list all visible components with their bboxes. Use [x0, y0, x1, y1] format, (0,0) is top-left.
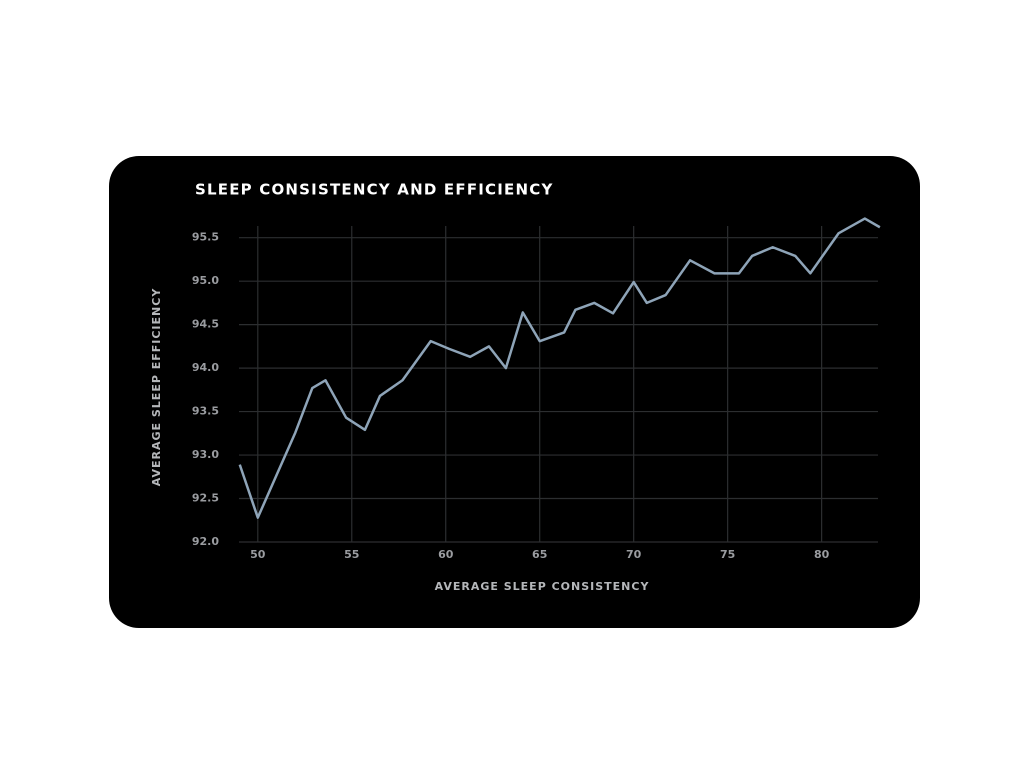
card — [109, 156, 920, 628]
y-tick-label: 93.5 — [192, 405, 219, 418]
y-tick-label: 95.0 — [192, 274, 219, 287]
chart-title: SLEEP CONSISTENCY AND EFFICIENCY — [195, 181, 554, 199]
x-tick-label: 60 — [438, 548, 454, 561]
y-tick-label: 93.0 — [192, 448, 219, 461]
y-tick-label: 95.5 — [192, 231, 219, 244]
data-line — [238, 217, 881, 519]
x-axis-title: AVERAGE SLEEP CONSISTENCY — [435, 580, 650, 593]
x-tick-label: 55 — [344, 548, 359, 561]
x-tick-label: 50 — [250, 548, 266, 561]
y-tick-label: 94.5 — [192, 318, 219, 331]
y-tick-label: 92.5 — [192, 492, 219, 505]
x-tick-label: 80 — [814, 548, 830, 561]
y-axis-title: AVERAGE SLEEP EFFICIENCY — [150, 288, 163, 487]
x-tick-label: 70 — [626, 548, 642, 561]
x-tick-label: 65 — [532, 548, 547, 561]
y-tick-label: 92.0 — [192, 535, 219, 548]
y-tick-label: 94.0 — [192, 361, 219, 374]
x-tick-label: 75 — [720, 548, 735, 561]
